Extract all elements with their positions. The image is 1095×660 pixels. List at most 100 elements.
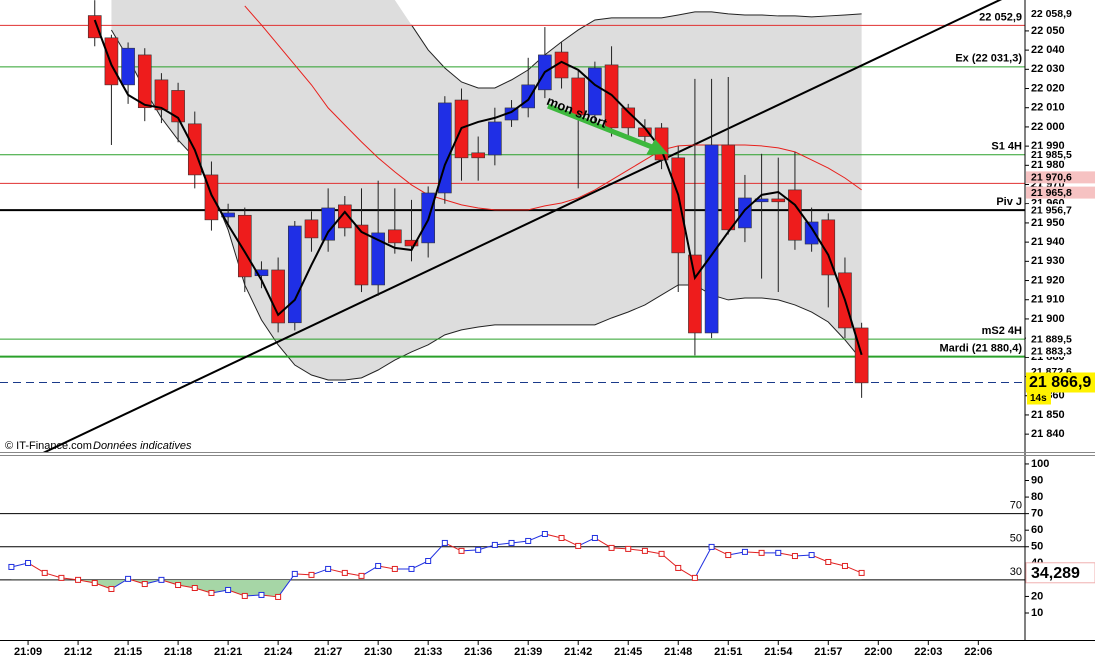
candle-down bbox=[304, 219, 319, 239]
candle-up bbox=[321, 207, 335, 241]
y-tick-label: 21 920 bbox=[1031, 274, 1065, 286]
rsi-point bbox=[425, 557, 432, 564]
rsi-point bbox=[391, 565, 398, 572]
y-tick-label: 21 940 bbox=[1031, 236, 1065, 248]
candle-up bbox=[371, 232, 385, 286]
rsi-point bbox=[575, 542, 582, 549]
y-tick-label: 21 850 bbox=[1031, 409, 1065, 421]
x-tick-label: 21:15 bbox=[114, 646, 142, 658]
rsi-point bbox=[641, 547, 648, 554]
x-tick-label: 21:12 bbox=[64, 646, 92, 658]
rsi-point bbox=[158, 576, 165, 583]
rsi-tick-label: 70 bbox=[1031, 508, 1043, 520]
rsi-level-label: 30 bbox=[1010, 566, 1022, 578]
arrow-shaft bbox=[547, 103, 653, 150]
rsi-point bbox=[758, 549, 765, 556]
rsi-segment bbox=[694, 546, 713, 579]
level-label: mS2 4H bbox=[982, 325, 1022, 337]
moving-average bbox=[93, 19, 863, 356]
source: © IT-Finance.com bbox=[5, 440, 92, 452]
level-label: Mardi (21 880,4) bbox=[939, 342, 1022, 354]
candle-down bbox=[771, 198, 786, 203]
rsi-point bbox=[508, 539, 515, 546]
rsi-point bbox=[441, 539, 448, 546]
rsi-fill bbox=[11, 579, 862, 597]
y-tick-label: 21 840 bbox=[1031, 428, 1065, 440]
band-upper bbox=[411, 11, 862, 89]
rsi-point bbox=[208, 589, 215, 596]
rsi-point bbox=[308, 571, 315, 578]
rsi-point bbox=[791, 553, 798, 560]
x-tick-label: 22:00 bbox=[864, 646, 892, 658]
rsi-point bbox=[525, 537, 532, 544]
rsi-point bbox=[125, 575, 132, 582]
rsi-tick-label: 80 bbox=[1031, 491, 1043, 503]
level-label: 22 052,9 bbox=[979, 11, 1022, 23]
rsi-point bbox=[358, 572, 365, 579]
moving-average bbox=[244, 5, 862, 211]
rsi-point bbox=[325, 565, 332, 572]
rsi-tick-label: 90 bbox=[1031, 474, 1043, 486]
rsi-point bbox=[741, 548, 748, 555]
x-tick-label: 21:54 bbox=[764, 646, 793, 658]
rsi-point bbox=[408, 565, 415, 572]
y-tick-label: 22 050 bbox=[1031, 25, 1065, 37]
candle-down bbox=[338, 204, 352, 229]
rsi-tick-label: 20 bbox=[1031, 590, 1043, 602]
candle-down bbox=[104, 37, 119, 86]
rsi-point bbox=[458, 547, 465, 554]
rsi-point bbox=[858, 569, 865, 576]
candle-up bbox=[488, 121, 502, 156]
y-tick-label: 21 980 bbox=[1031, 159, 1065, 171]
rsi-point bbox=[591, 534, 598, 541]
rsi-point bbox=[658, 550, 665, 557]
rsi-point bbox=[8, 563, 15, 570]
price-tag: 21 970,6 bbox=[1031, 172, 1072, 184]
price-tag: 21 866,9 bbox=[1029, 374, 1091, 391]
rsi-point bbox=[141, 581, 148, 588]
x-tick-label: 21:42 bbox=[564, 646, 592, 658]
candle-up bbox=[254, 269, 269, 277]
price-tag: 21 956,7 bbox=[1031, 204, 1072, 216]
rsi-tick-label: 10 bbox=[1031, 607, 1043, 619]
candle-up bbox=[804, 221, 819, 245]
candle-up bbox=[288, 225, 302, 324]
y-tick-label: 21 950 bbox=[1031, 217, 1065, 229]
price-tag-box bbox=[1026, 372, 1095, 393]
price-tag: 21 965,8 bbox=[1031, 187, 1072, 199]
candle-down bbox=[87, 15, 102, 39]
x-tick-label: 22:03 bbox=[914, 646, 942, 658]
rsi-point bbox=[625, 545, 632, 552]
rsi-point bbox=[41, 569, 48, 576]
candle-down bbox=[688, 254, 702, 334]
price-tag: 22 058,9 bbox=[1031, 8, 1072, 20]
rsi-segment bbox=[427, 542, 446, 562]
axes: 22 050 22 040 22 030 22 020 22 010 22 000 21 9… bbox=[14, 7, 1095, 658]
rsi-point bbox=[225, 586, 232, 593]
rsi-point bbox=[341, 569, 348, 576]
x-tick-label: 21:39 bbox=[514, 646, 542, 658]
price-tag: 21 889,5 bbox=[1031, 333, 1072, 345]
candle-down bbox=[854, 327, 869, 384]
x-tick-label: 21:45 bbox=[614, 646, 642, 658]
price-tag-box bbox=[1026, 186, 1095, 199]
arrow-head bbox=[646, 139, 668, 155]
price-tag-box bbox=[1026, 204, 1095, 217]
band-fill bbox=[111, 0, 862, 380]
x-tick-label: 21:33 bbox=[414, 646, 442, 658]
rsi-tag: 34,289 bbox=[1031, 565, 1080, 582]
price-tag-box bbox=[1026, 345, 1095, 358]
rsi-point bbox=[608, 544, 615, 551]
y-tick-label: 21 910 bbox=[1031, 294, 1065, 306]
rsi-point bbox=[541, 531, 548, 538]
y-tick-label: 22 020 bbox=[1031, 82, 1065, 94]
x-tick-label: 22:06 bbox=[964, 646, 992, 658]
rsi-point bbox=[175, 582, 182, 589]
rsi-point bbox=[825, 558, 832, 565]
price-tag-note: 14s bbox=[1030, 393, 1047, 404]
rsi-point bbox=[25, 559, 32, 566]
rsi-point bbox=[491, 541, 498, 548]
x-tick-label: 21:51 bbox=[714, 646, 742, 658]
y-tick-label: 22 040 bbox=[1031, 44, 1065, 56]
rsi-point bbox=[75, 576, 82, 583]
